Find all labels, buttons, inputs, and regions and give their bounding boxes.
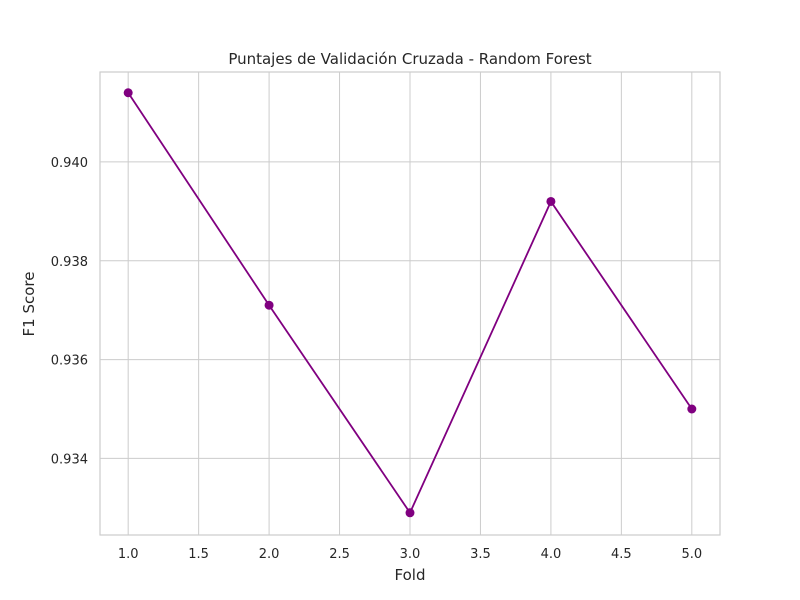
series-layer [123,88,697,518]
data-point [687,404,697,414]
x-tick-label: 3.0 [400,547,421,562]
x-tick-label: 5.0 [681,547,702,562]
chart-title: Puntajes de Validación Cruzada - Random … [228,50,591,68]
x-tick-label: 1.0 [118,547,139,562]
y-tick-label: 0.940 [51,156,88,171]
y-tick-label: 0.938 [51,255,88,270]
x-axis-label: Fold [395,566,426,584]
x-tick-label: 2.0 [259,547,280,562]
x-tick-label: 4.0 [541,547,562,562]
x-tick-label: 4.5 [611,547,632,562]
data-point [405,508,415,518]
data-point [264,300,274,310]
y-axis-label: F1 Score [20,272,38,337]
plot-frame [99,71,721,536]
x-tick-label: 2.5 [329,547,350,562]
x-tick-label: 1.5 [188,547,209,562]
y-tick-label: 0.936 [51,354,88,369]
data-point [123,88,133,98]
x-axis-ticks: 1.0 1.5 2.0 2.5 3.0 3.5 4.0 4.5 5.0 [118,547,702,562]
y-axis-ticks: 0.934 0.936 0.938 0.940 [51,156,88,467]
y-tick-label: 0.934 [51,452,88,467]
x-tick-label: 3.5 [470,547,491,562]
grid [100,72,720,535]
data-point [546,196,556,206]
